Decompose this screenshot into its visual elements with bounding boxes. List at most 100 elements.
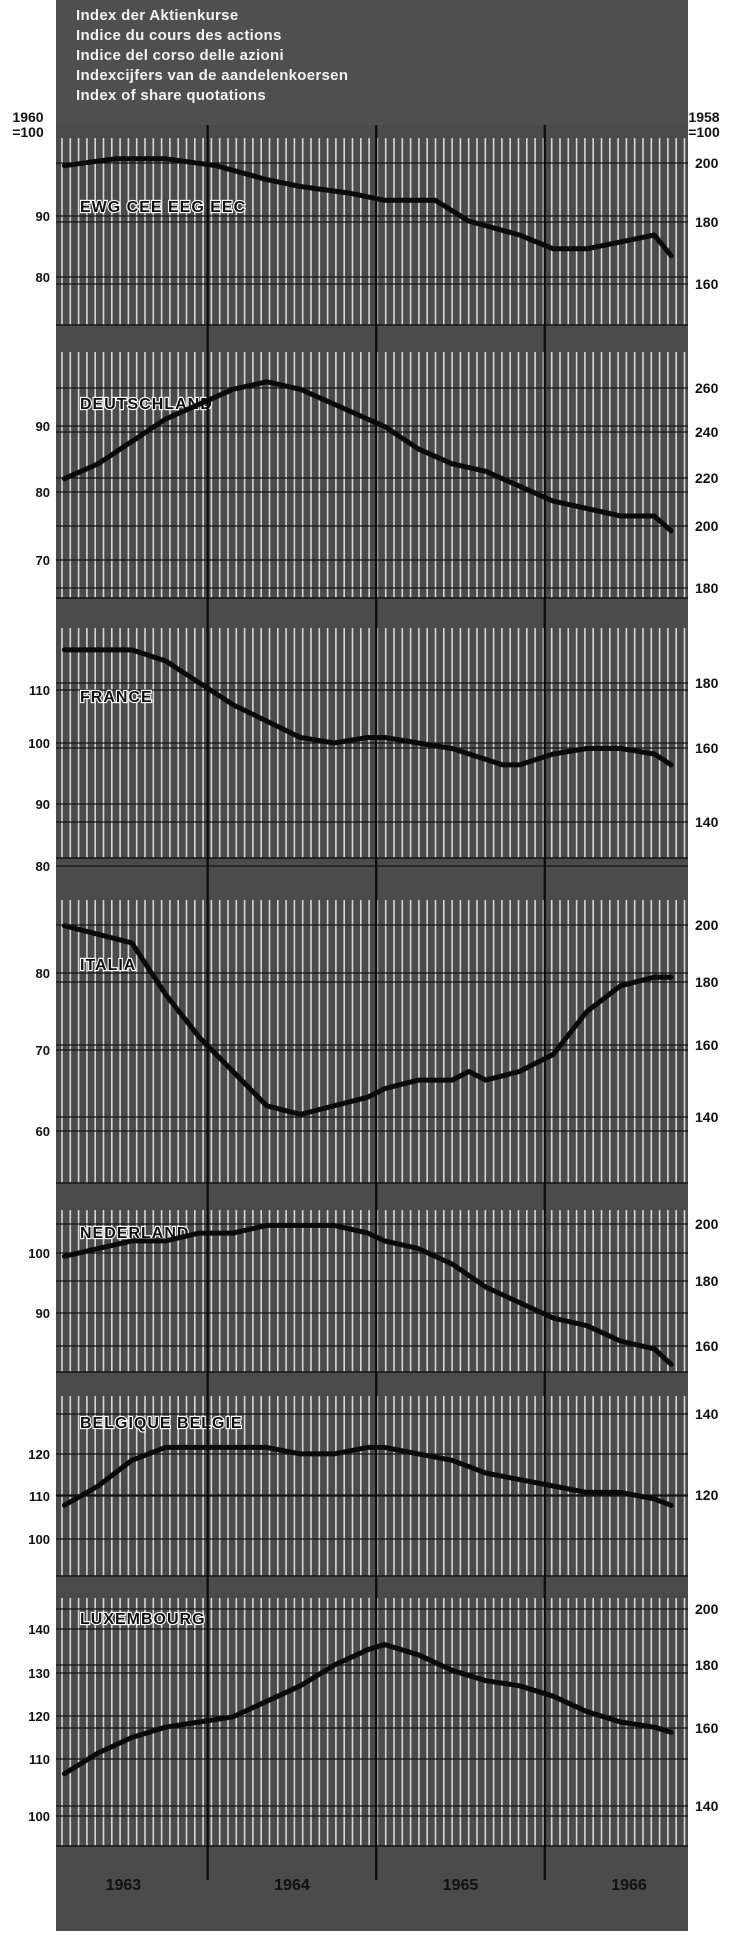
data-point — [585, 1710, 589, 1714]
data-point — [197, 1720, 201, 1724]
data-point — [96, 648, 100, 652]
data-point — [518, 484, 521, 488]
data-point — [585, 747, 589, 750]
data-point — [450, 747, 454, 750]
right-tick-label: 120 — [695, 1487, 719, 1503]
left-tick-label: 100 — [28, 1532, 50, 1547]
data-point — [383, 1643, 387, 1646]
data-point — [484, 469, 488, 473]
data-point — [416, 447, 420, 451]
data-point — [366, 1445, 370, 1449]
data-point — [551, 247, 555, 251]
data-point — [484, 1285, 488, 1289]
left-base-eq: =100 — [12, 124, 44, 140]
right-tick-label: 160 — [695, 1720, 719, 1736]
left-tick-label: 90 — [36, 1306, 50, 1321]
data-point — [164, 1725, 167, 1729]
data-point — [450, 1262, 454, 1266]
data-point — [214, 164, 218, 168]
header-line-it: Indice del corso delle azioni — [76, 47, 284, 64]
data-point — [669, 1730, 673, 1734]
data-point — [298, 1452, 302, 1456]
data-point — [332, 741, 336, 745]
data-point — [518, 763, 521, 767]
data-point — [652, 975, 656, 979]
right-tick-label: 180 — [695, 580, 719, 596]
left-tick-label: 100 — [28, 1809, 50, 1824]
data-point — [652, 1497, 656, 1501]
data-point — [416, 1653, 420, 1657]
data-point — [518, 1478, 521, 1482]
data-point — [450, 462, 454, 466]
data-point — [669, 1362, 673, 1366]
data-point — [62, 1503, 66, 1507]
data-point — [551, 1484, 555, 1488]
data-point — [416, 741, 420, 745]
right-base-label: 1958 =100 — [682, 110, 726, 140]
data-point — [164, 157, 167, 161]
data-point — [551, 1694, 555, 1698]
data-point — [197, 1035, 201, 1039]
right-tick-label: 240 — [695, 424, 719, 440]
data-point — [197, 402, 201, 406]
data-point — [349, 191, 353, 195]
data-point — [62, 648, 66, 652]
header-line-nl: Indexcijfers van de aandelenkoersen — [76, 67, 349, 84]
data-point — [518, 1301, 521, 1305]
left-tick-label: 110 — [29, 1489, 50, 1504]
data-point — [619, 1339, 623, 1343]
right-tick-label: 200 — [695, 518, 719, 534]
data-point — [467, 219, 471, 223]
panel-belgique: 120 110 100 140 120 BELGIQUE BELGIE — [28, 1396, 719, 1577]
data-point — [366, 1648, 370, 1652]
series-line — [61, 156, 674, 259]
data-point — [551, 1316, 555, 1320]
right-tick-label: 160 — [695, 1338, 719, 1354]
data-point — [484, 1078, 488, 1082]
data-point — [231, 1070, 235, 1073]
data-point — [669, 1503, 673, 1507]
data-point — [416, 1247, 420, 1251]
right-tick-label: 220 — [695, 470, 719, 486]
panel-title: EWG CEE EEG EEC — [80, 199, 246, 216]
data-point — [265, 1699, 269, 1703]
data-point — [164, 1239, 167, 1243]
data-point — [96, 1484, 100, 1488]
data-point — [164, 1445, 167, 1449]
data-point — [96, 462, 100, 466]
data-point — [366, 1095, 370, 1099]
right-tick-label: 140 — [695, 1406, 719, 1422]
data-point — [231, 1715, 235, 1719]
left-tick-label: 90 — [36, 419, 50, 434]
data-point — [484, 757, 488, 761]
data-point — [298, 736, 302, 739]
left-tick-label: 140 — [28, 1622, 50, 1637]
left-tick-label: 110 — [29, 683, 50, 698]
data-point — [298, 185, 302, 188]
data-point — [383, 198, 387, 202]
data-point — [96, 1247, 100, 1251]
data-point — [96, 1751, 100, 1755]
data-point — [231, 1231, 235, 1235]
data-point — [551, 752, 555, 756]
data-point — [265, 719, 269, 723]
data-point — [332, 1663, 336, 1667]
data-point — [619, 240, 623, 244]
right-tick-label: 200 — [695, 917, 719, 933]
right-tick-label: 180 — [695, 214, 719, 230]
x-tick-label: 1965 — [443, 1877, 479, 1894]
right-tick-label: 200 — [695, 1601, 719, 1617]
data-point — [585, 247, 589, 251]
right-tick-label: 180 — [695, 675, 719, 691]
data-point — [332, 1104, 336, 1108]
left-base-year: 1960 — [12, 109, 44, 125]
data-point — [652, 1725, 656, 1729]
data-point — [366, 736, 370, 739]
right-tick-label: 200 — [695, 1216, 719, 1232]
data-point — [366, 417, 370, 421]
data-point — [231, 703, 235, 707]
panel-nederland: 100 90 200 180 160 NEDERLAND — [28, 1210, 719, 1373]
data-point — [501, 763, 505, 767]
